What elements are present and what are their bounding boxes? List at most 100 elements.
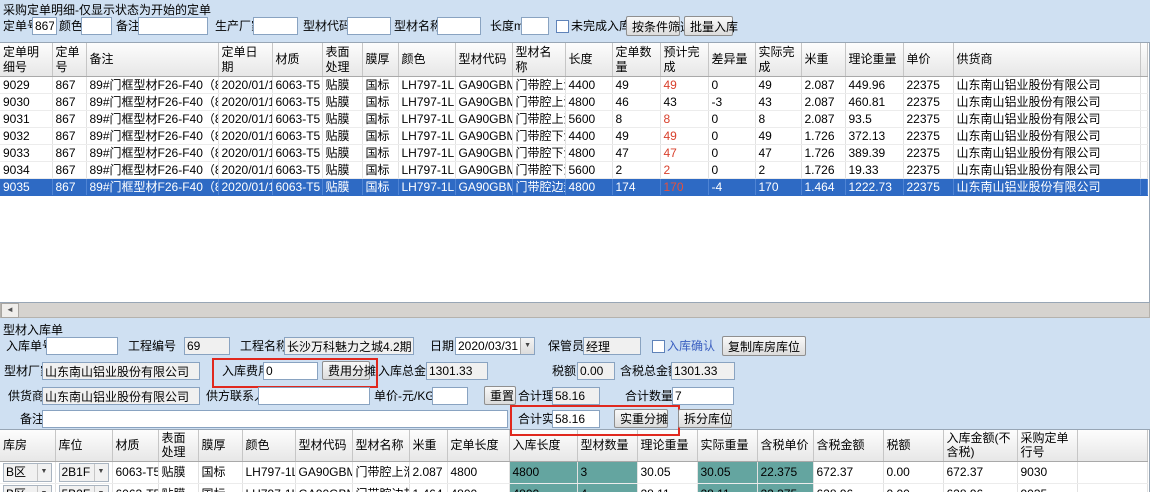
order-no-label: 定单号 bbox=[3, 19, 40, 33]
order-row[interactable]: 903186789#门框型材F26-F40（866+867）2020/01/13… bbox=[0, 110, 1148, 128]
column-header[interactable]: 采购定单行号 bbox=[1017, 430, 1078, 462]
order-no-input[interactable] bbox=[32, 17, 57, 35]
column-header[interactable]: 型材名称 bbox=[512, 43, 566, 77]
column-header[interactable]: 定单日期 bbox=[218, 43, 273, 77]
column-header[interactable]: 理论重量 bbox=[637, 430, 698, 462]
column-header[interactable]: 型材代码 bbox=[455, 43, 513, 77]
column-header[interactable]: 长度 bbox=[565, 43, 613, 77]
tax-input[interactable] bbox=[577, 362, 615, 380]
column-header[interactable]: 材质 bbox=[272, 43, 323, 77]
column-header[interactable]: 税额 bbox=[883, 430, 944, 462]
date-dropdown-icon[interactable]: ▼ bbox=[520, 338, 534, 354]
column-header-filler bbox=[1140, 43, 1148, 77]
split-location-button[interactable]: 拆分库位 bbox=[678, 409, 732, 428]
profile-code-input[interactable] bbox=[347, 17, 391, 35]
order-row[interactable]: 903586789#门框型材F26-F40（866+867）2020/01/13… bbox=[0, 178, 1148, 196]
unfinished-checkbox[interactable] bbox=[556, 20, 569, 33]
combo-dropdown-icon[interactable]: ▼ bbox=[93, 485, 108, 492]
combo-dropdown-icon[interactable]: ▼ bbox=[93, 463, 108, 481]
length-input[interactable] bbox=[521, 17, 549, 35]
total-amount-input[interactable] bbox=[426, 362, 488, 380]
profile-name-input[interactable] bbox=[437, 17, 481, 35]
column-header[interactable]: 备注 bbox=[86, 43, 219, 77]
inbound-no-label: 入库单号 bbox=[6, 339, 55, 353]
filter-button[interactable]: 按条件筛选 bbox=[626, 16, 692, 36]
order-row[interactable]: 903286789#门框型材F26-F40（866+867）2020/01/13… bbox=[0, 127, 1148, 145]
date-input[interactable]: 2020/03/31 ▼ bbox=[455, 337, 535, 355]
column-header[interactable]: 入库长度 bbox=[509, 430, 578, 462]
column-header[interactable]: 理论重量 bbox=[845, 43, 904, 77]
location-combo[interactable]: 5B2F▼ bbox=[58, 484, 109, 492]
combo-dropdown-icon[interactable]: ▼ bbox=[36, 485, 51, 492]
contact-input[interactable] bbox=[258, 387, 370, 405]
project-no-input[interactable] bbox=[184, 337, 230, 355]
order-row[interactable]: 903386789#门框型材F26-F40（866+867）2020/01/13… bbox=[0, 144, 1148, 162]
inbound-row[interactable]: B区▼2B1F▼6063-T5贴膜国标LH797-1LL0GA90GBM03门带… bbox=[0, 461, 1148, 484]
column-header[interactable]: 米重 bbox=[409, 430, 448, 462]
column-header[interactable]: 型材代码 bbox=[295, 430, 353, 462]
unit-price-input[interactable] bbox=[432, 387, 468, 405]
column-header-filler bbox=[1077, 430, 1148, 462]
column-header[interactable]: 材质 bbox=[112, 430, 159, 462]
order-row[interactable]: 902986789#门框型材F26-F40（866+867）2020/01/13… bbox=[0, 76, 1148, 94]
scrollbar-track[interactable] bbox=[19, 303, 1149, 317]
column-header[interactable]: 实际完成 bbox=[755, 43, 802, 77]
column-header[interactable]: 定单长度 bbox=[447, 430, 510, 462]
column-header[interactable]: 颜色 bbox=[398, 43, 456, 77]
column-header[interactable]: 库房 bbox=[0, 430, 56, 462]
column-header[interactable]: 入库金额(不含税) bbox=[943, 430, 1018, 462]
tax-total-input[interactable] bbox=[671, 362, 735, 380]
fee-label: 入库费用 bbox=[222, 364, 271, 378]
keeper-input[interactable] bbox=[583, 337, 641, 355]
location-combo[interactable]: 2B1F ▼ bbox=[58, 462, 109, 482]
column-header[interactable]: 含税金额 bbox=[813, 430, 884, 462]
column-header[interactable]: 米重 bbox=[801, 43, 846, 77]
actual-share-button[interactable]: 实重分摊 bbox=[614, 409, 668, 428]
column-header[interactable]: 表面处理 bbox=[158, 430, 199, 462]
column-header[interactable]: 膜厚 bbox=[198, 430, 243, 462]
order-table-area: 定单明细号 定单号 备注 定单日期 材质 表面处理 膜厚 颜色 型材代码 型材名称 长度 定单数量 预计… bbox=[0, 42, 1150, 303]
order-row[interactable]: 903086789#门框型材F26-F40（866+867）2020/01/13… bbox=[0, 93, 1148, 111]
remark-input[interactable] bbox=[138, 17, 208, 35]
confirm-checkbox[interactable] bbox=[652, 340, 665, 353]
warehouse-combo[interactable]: B区▼ bbox=[3, 484, 52, 492]
column-header[interactable]: 单价 bbox=[903, 43, 954, 77]
actual-weight-input[interactable] bbox=[552, 410, 600, 428]
batch-inbound-button[interactable]: 批量入库 bbox=[684, 16, 738, 36]
manufacturer-label: 生产厂家 bbox=[215, 19, 264, 33]
column-header[interactable]: 表面处理 bbox=[322, 43, 363, 77]
column-header[interactable]: 膜厚 bbox=[362, 43, 399, 77]
color-input[interactable] bbox=[81, 17, 112, 35]
column-header[interactable]: 库位 bbox=[55, 430, 113, 462]
copy-warehouse-button[interactable]: 复制库房库位 bbox=[722, 336, 806, 356]
remark-label: 备注 bbox=[116, 19, 141, 33]
reset-button[interactable]: 重置 bbox=[484, 386, 516, 405]
column-header[interactable]: 供货商 bbox=[953, 43, 1141, 77]
column-header[interactable]: 含税单价 bbox=[757, 430, 814, 462]
inbound-row[interactable]: B区▼5B2F▼6063-T5贴膜国标LH797-1LL0GA90GBM05门带… bbox=[0, 483, 1148, 492]
fee-share-button[interactable]: 费用分摊 bbox=[322, 361, 376, 380]
column-header[interactable]: 差异量 bbox=[708, 43, 756, 77]
factory-input[interactable] bbox=[42, 362, 200, 380]
horizontal-scrollbar[interactable]: ◄ bbox=[0, 303, 1150, 318]
column-header[interactable]: 定单号 bbox=[52, 43, 87, 77]
scroll-left-icon[interactable]: ◄ bbox=[1, 303, 19, 318]
combo-dropdown-icon[interactable]: ▼ bbox=[36, 463, 51, 481]
column-header[interactable]: 颜色 bbox=[242, 430, 296, 462]
manufacturer-input[interactable] bbox=[253, 17, 298, 35]
theo-weight-input[interactable] bbox=[552, 387, 600, 405]
order-row[interactable]: 903486789#门框型材F26-F40（866+867）2020/01/13… bbox=[0, 161, 1148, 179]
column-header[interactable]: 定单数量 bbox=[612, 43, 661, 77]
total-qty-input[interactable] bbox=[672, 387, 734, 405]
supplier-input[interactable] bbox=[42, 387, 200, 405]
warehouse-combo[interactable]: B区▼ bbox=[3, 462, 52, 482]
column-header[interactable]: 型材数量 bbox=[577, 430, 638, 462]
column-header[interactable]: 定单明细号 bbox=[0, 43, 53, 77]
column-header[interactable]: 型材名称 bbox=[352, 430, 410, 462]
column-header[interactable]: 预计完成 bbox=[660, 43, 709, 77]
fee-input[interactable] bbox=[263, 362, 318, 380]
column-header[interactable]: 实际重量 bbox=[697, 430, 758, 462]
inbound-no-input[interactable] bbox=[46, 337, 118, 355]
project-name-input[interactable] bbox=[284, 337, 414, 355]
remark-input[interactable] bbox=[42, 410, 508, 428]
